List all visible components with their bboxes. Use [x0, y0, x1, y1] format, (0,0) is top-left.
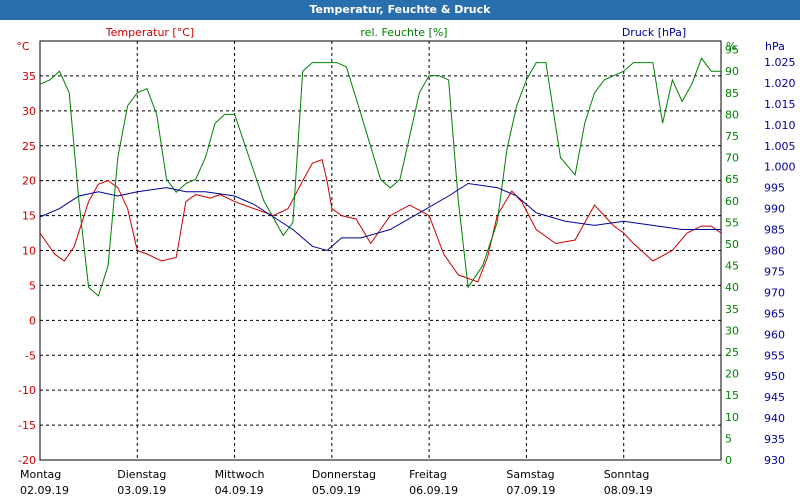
x-date-label: 02.09.19: [20, 484, 69, 497]
pressure-tick-label: 1.000: [764, 161, 796, 174]
temperature-tick-label: -15: [18, 419, 36, 432]
x-day-label: Donnerstag: [312, 468, 376, 481]
pressure-tick-label: 970: [764, 286, 785, 299]
temperature-tick-label: 35: [22, 70, 36, 83]
pressure-tick-label: 945: [764, 391, 785, 404]
legend-pressure: Druck [hPa]: [622, 26, 686, 39]
pressure-tick-label: 980: [764, 245, 785, 258]
series-group: [39, 57, 722, 297]
x-day-label: Samstag: [506, 468, 554, 481]
pressure-tick-label: 940: [764, 412, 785, 425]
window-title: Temperatur, Feuchte & Druck: [0, 0, 800, 20]
humidity-tick-label: 55: [725, 216, 739, 229]
pressure-tick-label: 930: [764, 454, 785, 467]
temperature-tick-label: 30: [22, 105, 36, 118]
x-day-label: Mittwoch: [215, 468, 265, 481]
humidity-tick-label: 40: [725, 281, 739, 294]
pressure-tick-label: 950: [764, 370, 785, 383]
legend-humidity: rel. Feuchte [%]: [360, 26, 447, 39]
humidity-tick-label: 85: [725, 87, 739, 100]
x-date-label: 07.09.19: [506, 484, 555, 497]
pressure-tick-label: 1.025: [764, 56, 796, 69]
pressure-axis: 1.025 1.020 1.015 1.010 1.005 1.000 995 990 985 9…: [764, 56, 796, 467]
humidity-tick-label: 15: [725, 389, 739, 402]
pressure-tick-label: 995: [764, 182, 785, 195]
humidity-tick-label: 90: [725, 65, 739, 78]
x-day-label: Sonntag: [604, 468, 650, 481]
temperature-axis: 35 30 25 20 15 10 5 0 -5 -10 -15 -20: [18, 70, 36, 467]
x-date-label: 06.09.19: [409, 484, 458, 497]
humidity-tick-label: 95: [725, 44, 739, 57]
pressure-tick-label: 965: [764, 307, 785, 320]
temperature-tick-label: 10: [22, 245, 36, 258]
temperature-tick-label: -5: [25, 349, 36, 362]
pressure-tick-label: 975: [764, 265, 785, 278]
humidity-line: [39, 57, 721, 297]
temperature-tick-label: -10: [18, 384, 36, 397]
x-day-label: Dienstag: [117, 468, 166, 481]
pressure-tick-label: 960: [764, 328, 785, 341]
temperature-tick-label: 15: [22, 210, 36, 223]
x-date-label: 03.09.19: [117, 484, 166, 497]
temperature-tick-label: 25: [22, 140, 36, 153]
pressure-tick-label: 1.005: [764, 140, 796, 153]
temperature-tick-label: 20: [22, 175, 36, 188]
temperature-tick-label: 0: [29, 314, 36, 327]
pressure-tick-label: 990: [764, 203, 785, 216]
pressure-unit-label: hPa: [765, 40, 785, 53]
temperature-unit-label: °C: [16, 40, 30, 53]
grid: [40, 41, 721, 461]
humidity-tick-label: 75: [725, 130, 739, 143]
humidity-tick-label: 65: [725, 173, 739, 186]
humidity-unit-label: %: [726, 40, 736, 53]
humidity-tick-label: 45: [725, 260, 739, 273]
x-axis: Montag 02.09.19 Dienstag 03.09.19 Mittwoch 04…: [20, 468, 653, 497]
pressure-tick-label: 1.010: [764, 119, 796, 132]
x-date-label: 05.09.19: [312, 484, 361, 497]
humidity-tick-label: 70: [725, 152, 739, 165]
humidity-tick-label: 30: [725, 324, 739, 337]
pressure-tick-label: 1.020: [764, 77, 796, 90]
pressure-tick-label: 1.015: [764, 98, 796, 111]
humidity-tick-label: 35: [725, 303, 739, 316]
humidity-tick-label: 60: [725, 195, 739, 208]
x-date-label: 04.09.19: [215, 484, 264, 497]
humidity-tick-label: 80: [725, 108, 739, 121]
x-day-label: Freitag: [409, 468, 447, 481]
pressure-tick-label: 955: [764, 349, 785, 362]
temperature-line: [39, 159, 722, 283]
pressure-line: [39, 182, 721, 252]
temperature-tick-label: -20: [18, 454, 36, 467]
x-day-label: Montag: [20, 468, 61, 481]
humidity-tick-label: 20: [725, 368, 739, 381]
plot-area: [39, 40, 722, 461]
x-date-label: 08.09.19: [604, 484, 653, 497]
humidity-tick-label: 50: [725, 238, 739, 251]
humidity-tick-label: 5: [725, 432, 732, 445]
pressure-tick-label: 985: [764, 224, 785, 237]
humidity-tick-label: 0: [725, 454, 732, 467]
legend-temperature: Temperatur [°C]: [105, 26, 194, 39]
humidity-tick-label: 10: [725, 411, 739, 424]
humidity-tick-label: 25: [725, 346, 739, 359]
temperature-tick-label: 5: [29, 279, 36, 292]
pressure-tick-label: 935: [764, 433, 785, 446]
